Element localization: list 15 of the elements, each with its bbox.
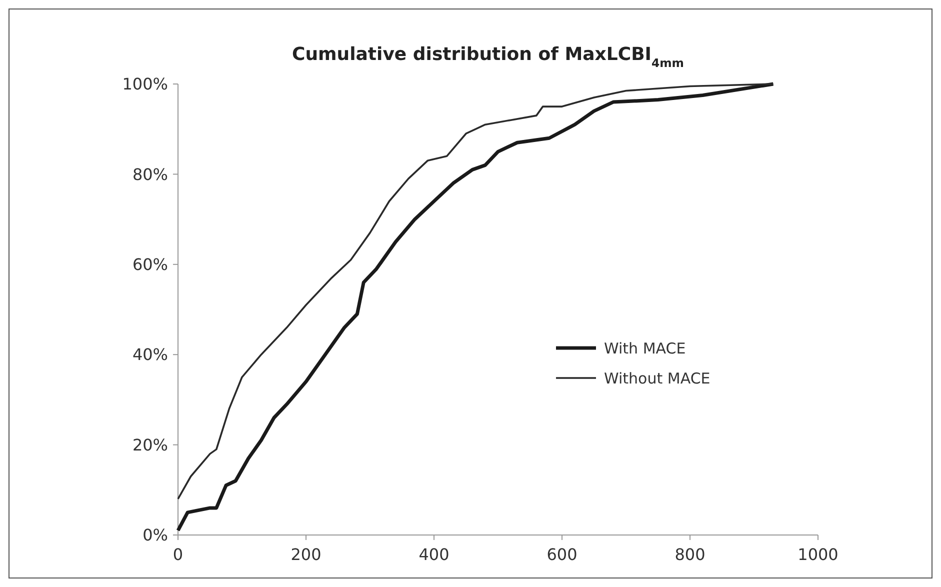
chart-title: Cumulative distribution of MaxLCBI$_{4mm}$ [292, 44, 684, 70]
y-tick-label: 0% [142, 526, 168, 545]
x-tick-label: 0 [172, 545, 184, 564]
y-tick-label: 100% [122, 74, 168, 94]
x-tick-label: 600 [546, 545, 578, 564]
legend-label: With MACE [604, 339, 686, 358]
x-tick-label: 800 [674, 545, 706, 564]
x-tick-label: 200 [290, 545, 322, 564]
y-tick-label: 20% [132, 435, 168, 454]
y-tick-label: 80% [132, 164, 168, 184]
x-tick-label: 400 [418, 545, 450, 564]
x-tick-label: 1000 [798, 545, 838, 564]
y-tick-label: 40% [132, 345, 168, 364]
legend-label: Without MACE [604, 369, 710, 388]
y-tick-label: 60% [132, 255, 168, 274]
